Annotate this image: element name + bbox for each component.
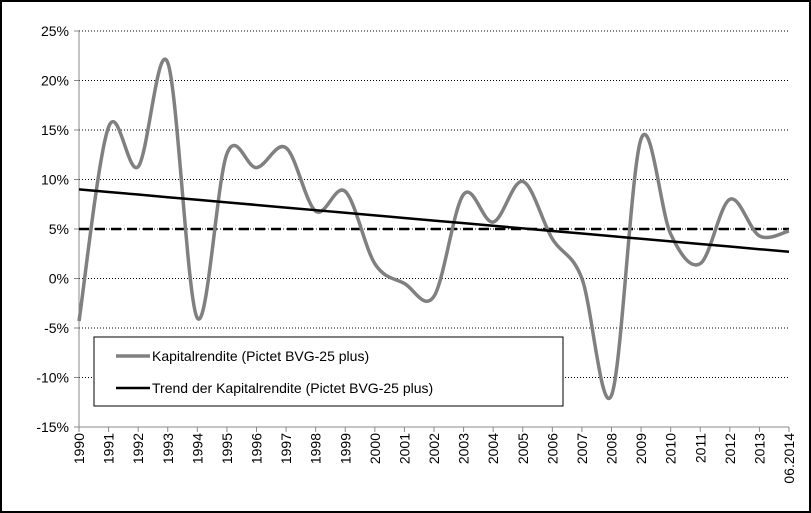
x-tick-label: 2011 xyxy=(692,433,708,463)
x-tick-label: 1993 xyxy=(160,433,176,464)
x-tick-label: 2010 xyxy=(663,433,679,464)
x-tick-label: 2005 xyxy=(515,433,531,464)
x-tick-label: 2012 xyxy=(722,433,738,464)
y-tick-label: 25% xyxy=(41,23,69,39)
x-tick-label: 1990 xyxy=(71,433,87,464)
x-tick-label: 1998 xyxy=(308,433,324,464)
y-tick-label: 0% xyxy=(49,271,69,287)
y-tick-label: 10% xyxy=(41,172,69,188)
x-tick-label: 2009 xyxy=(633,433,649,464)
y-tick-label: -15% xyxy=(36,419,69,435)
y-tick-label: -5% xyxy=(44,320,69,336)
y-tick-label: 5% xyxy=(49,221,69,237)
series-line xyxy=(78,188,790,254)
x-tick-label: 2004 xyxy=(485,433,501,464)
x-tick-label: 1991 xyxy=(101,433,117,464)
x-tick-label: 06.2014 xyxy=(781,433,797,484)
x-tick-label: 2008 xyxy=(604,433,620,464)
x-tick-label: 1995 xyxy=(219,433,235,464)
x-tick-label: 2002 xyxy=(426,433,442,464)
y-tick-label: 15% xyxy=(41,122,69,138)
legend-label: Kapitalrendite (Pictet BVG-25 plus) xyxy=(152,348,369,364)
x-tick-label: 1994 xyxy=(189,433,205,464)
series-line xyxy=(77,57,790,401)
y-tick-label: 20% xyxy=(41,73,69,89)
x-tick-label: 1992 xyxy=(130,433,146,464)
x-tick-label: 1999 xyxy=(337,433,353,464)
x-tick-label: 2007 xyxy=(574,433,590,464)
x-tick-label: 1997 xyxy=(278,433,294,464)
x-tick-label: 2006 xyxy=(544,433,560,464)
y-tick-label: -10% xyxy=(36,370,69,386)
x-tick-label: 2003 xyxy=(456,433,472,464)
legend-box xyxy=(93,336,564,407)
x-tick-label: 2000 xyxy=(367,433,383,464)
x-tick-label: 1996 xyxy=(249,433,265,464)
x-tick-label: 2001 xyxy=(396,433,412,464)
legend-label: Trend der Kapitalrendite (Pictet BVG-25 … xyxy=(152,380,433,396)
x-tick-label: 2013 xyxy=(751,433,767,464)
